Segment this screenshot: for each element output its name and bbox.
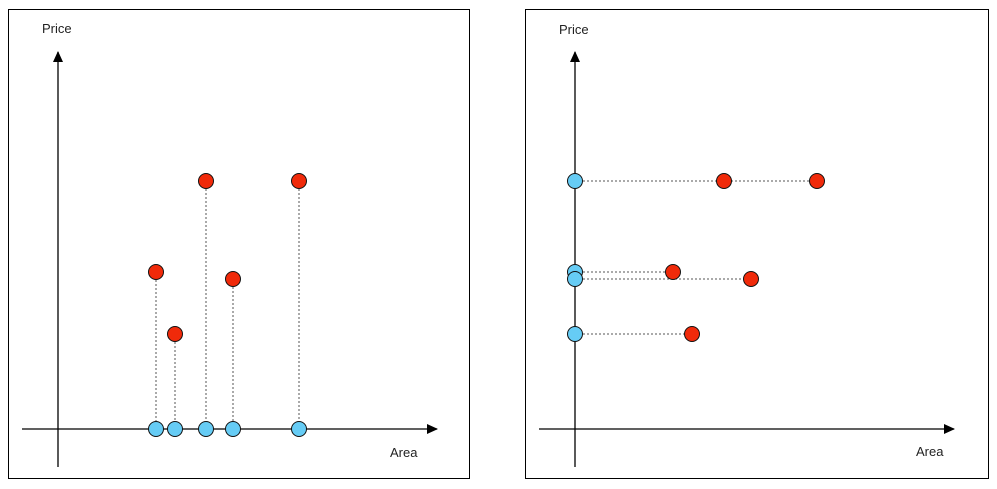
- right-data-points: [665, 173, 825, 342]
- left-projected-point: [148, 421, 164, 437]
- left-projected-point: [225, 421, 241, 437]
- left-data-points: [148, 173, 307, 342]
- left-panel-frame: [8, 9, 470, 479]
- left-projected-point: [167, 421, 183, 437]
- right-projected-point: [567, 326, 583, 342]
- left-data-point: [148, 264, 164, 280]
- left-data-point: [167, 326, 183, 342]
- left-y-axis-label: Price: [42, 21, 72, 36]
- right-projected-point: [567, 271, 583, 287]
- right-data-point: [665, 264, 681, 280]
- right-projected-point: [567, 173, 583, 189]
- left-panel: Price Area: [8, 9, 470, 479]
- right-x-axis-label: Area: [916, 444, 944, 459]
- right-data-point: [743, 271, 759, 287]
- right-projected-points: [567, 173, 583, 342]
- left-projected-point: [291, 421, 307, 437]
- left-projected-points: [148, 421, 307, 437]
- left-data-point: [291, 173, 307, 189]
- right-data-point: [809, 173, 825, 189]
- right-y-axis-label: Price: [559, 22, 589, 37]
- right-data-point: [684, 326, 700, 342]
- left-x-axis-label: Area: [390, 445, 418, 460]
- left-projection-lines: [155, 181, 300, 429]
- right-panel-frame: [525, 9, 989, 479]
- left-projected-point: [198, 421, 214, 437]
- left-data-point: [225, 271, 241, 287]
- left-data-point: [198, 173, 214, 189]
- right-data-point: [716, 173, 732, 189]
- right-panel: Price Area: [525, 9, 989, 479]
- right-projection-lines: [575, 180, 817, 335]
